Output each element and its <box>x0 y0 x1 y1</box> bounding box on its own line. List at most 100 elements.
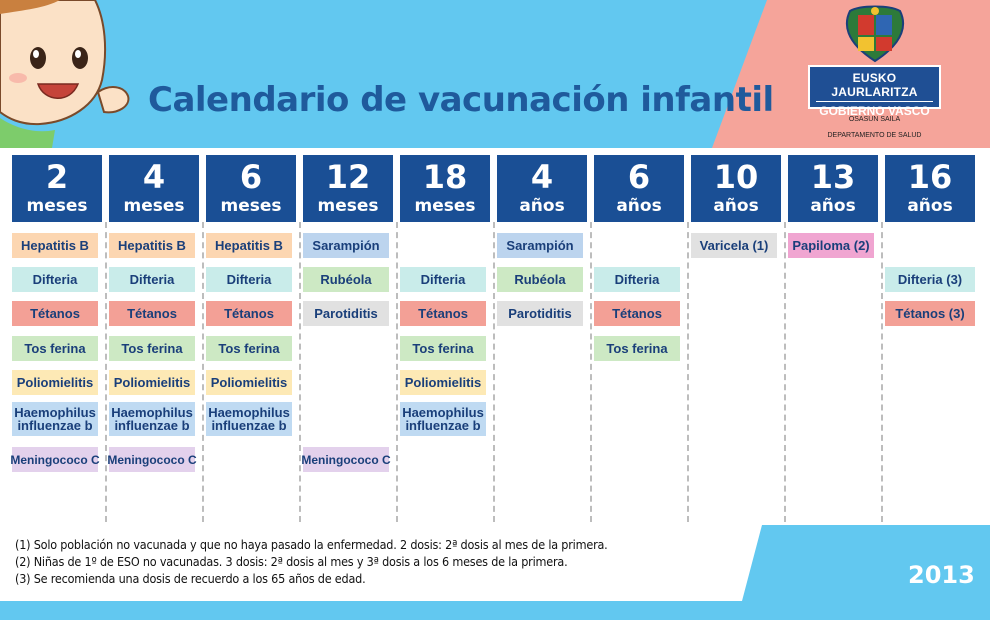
column-16-anos: 16 años <box>885 155 975 222</box>
vaccine-cell: Papiloma (2) <box>788 233 874 258</box>
column-12-meses: 12 meses <box>303 155 393 222</box>
age-unit: años <box>519 196 565 216</box>
column-divider <box>784 222 786 522</box>
vaccine-cell: Difteria <box>12 267 98 292</box>
column-4-meses: 4 meses <box>109 155 199 222</box>
vaccine-cell: Sarampión <box>497 233 583 258</box>
age-unit: meses <box>317 196 379 216</box>
column-18-meses: 18 meses <box>400 155 490 222</box>
vaccine-cell: Tos ferina <box>594 336 680 361</box>
age-number: 6 <box>627 158 651 196</box>
vaccine-cell: Difteria <box>400 267 486 292</box>
coat-of-arms-icon <box>845 5 905 63</box>
column-header: 4 años <box>497 155 587 222</box>
age-unit: años <box>810 196 856 216</box>
vaccine-cell: Meningococo C <box>301 447 391 472</box>
vaccine-cell: Sarampión <box>303 233 389 258</box>
vaccine-cell: Tos ferina <box>109 336 195 361</box>
age-number: 2 <box>45 158 69 196</box>
vaccine-cell: Hepatitis B <box>206 233 292 258</box>
age-number: 18 <box>422 158 468 196</box>
column-divider <box>590 222 592 522</box>
vaccine-cell: Haemophilus influenzae b <box>109 402 195 436</box>
column-header: 13 años <box>788 155 878 222</box>
department-spanish: DEPARTAMENTO DE SALUD <box>827 132 922 139</box>
column-header: 6 años <box>594 155 684 222</box>
age-number: 10 <box>713 158 759 196</box>
column-6-anos: 6 años <box>594 155 684 222</box>
banner: Calendario de vacunación infantil EUSKO … <box>0 0 990 148</box>
footer-blue-corner <box>742 525 990 601</box>
vaccine-cell: Tétanos (3) <box>885 301 975 326</box>
vaccine-cell: Poliomielitis <box>206 370 292 395</box>
age-unit: meses <box>414 196 476 216</box>
footnote-3: (3) Se recomienda una dosis de recuerdo … <box>15 571 366 586</box>
vaccine-cell: Tos ferina <box>206 336 292 361</box>
vaccine-cell: Meningococo C <box>10 447 100 472</box>
age-number: 4 <box>530 158 554 196</box>
footnote-1: (1) Solo población no vacunada y que no … <box>15 537 608 552</box>
gobierno-vasco-logo: EUSKO JAURLARITZA GOBIERNO VASCO OSASUN … <box>808 5 943 145</box>
column-4-anos: 4 años <box>497 155 587 222</box>
column-divider <box>493 222 495 522</box>
vaccine-cell: Tétanos <box>109 301 195 326</box>
column-header: 12 meses <box>303 155 393 222</box>
vaccine-cell: Difteria (3) <box>885 267 975 292</box>
vaccine-cell: Tétanos <box>594 301 680 326</box>
vaccine-cell: Parotiditis <box>303 301 389 326</box>
logo-plate: EUSKO JAURLARITZA GOBIERNO VASCO <box>808 65 941 118</box>
vaccine-cell: Haemophilus influenzae b <box>12 402 98 436</box>
age-number: 13 <box>810 158 856 196</box>
age-number: 6 <box>239 158 263 196</box>
vaccine-cell: Poliomielitis <box>400 370 486 395</box>
vaccine-cell: Rubéola <box>303 267 389 292</box>
age-unit: años <box>616 196 662 216</box>
year-label: 2013 <box>908 561 975 589</box>
vaccine-cell: Tétanos <box>12 301 98 326</box>
column-divider <box>687 222 689 522</box>
vaccine-cell: Tos ferina <box>12 336 98 361</box>
column-header: 18 meses <box>400 155 490 222</box>
vaccine-cell: Tétanos <box>206 301 292 326</box>
column-divider <box>105 222 107 522</box>
vaccine-cell: Haemophilus influenzae b <box>206 402 292 436</box>
footer: (1) Solo población no vacunada y que no … <box>0 525 990 601</box>
column-2-meses: 2 meses <box>12 155 102 222</box>
vaccine-cell: Tos ferina <box>400 336 486 361</box>
column-header: 16 años <box>885 155 975 222</box>
logo-line1: EUSKO JAURLARITZA <box>831 71 918 99</box>
column-divider <box>881 222 883 522</box>
age-unit: meses <box>123 196 185 216</box>
age-number: 12 <box>325 158 371 196</box>
column-header: 6 meses <box>206 155 296 222</box>
vaccine-cell: Difteria <box>206 267 292 292</box>
column-header: 10 años <box>691 155 781 222</box>
age-unit: meses <box>26 196 88 216</box>
page-title: Calendario de vacunación infantil <box>148 80 774 120</box>
vaccine-cell: Rubéola <box>497 267 583 292</box>
column-10-anos: 10 años <box>691 155 781 222</box>
age-unit: meses <box>220 196 282 216</box>
column-13-anos: 13 años <box>788 155 878 222</box>
child-illustration-icon <box>0 0 130 148</box>
column-header: 4 meses <box>109 155 199 222</box>
logo-line2: GOBIERNO VASCO <box>819 104 930 118</box>
age-number: 4 <box>142 158 166 196</box>
age-unit: años <box>713 196 759 216</box>
footnote-2: (2) Niñas de 1º de ESO no vacunadas. 3 d… <box>15 554 568 569</box>
vaccine-cell: Haemophilus influenzae b <box>400 402 486 436</box>
vaccine-cell: Hepatitis B <box>109 233 195 258</box>
column-divider <box>202 222 204 522</box>
column-divider <box>396 222 398 522</box>
vaccine-cell: Difteria <box>109 267 195 292</box>
column-divider <box>299 222 301 522</box>
vaccine-cell: Parotiditis <box>497 301 583 326</box>
bottom-strip <box>0 601 990 620</box>
vaccine-cell: Meningococo C <box>107 447 197 472</box>
vaccine-cell: Hepatitis B <box>12 233 98 258</box>
vaccine-cell: Tétanos <box>400 301 486 326</box>
logo-separator <box>816 101 933 102</box>
vaccine-cell: Poliomielitis <box>12 370 98 395</box>
column-6-meses: 6 meses <box>206 155 296 222</box>
department-basque: OSASUN SAILA <box>848 116 901 123</box>
